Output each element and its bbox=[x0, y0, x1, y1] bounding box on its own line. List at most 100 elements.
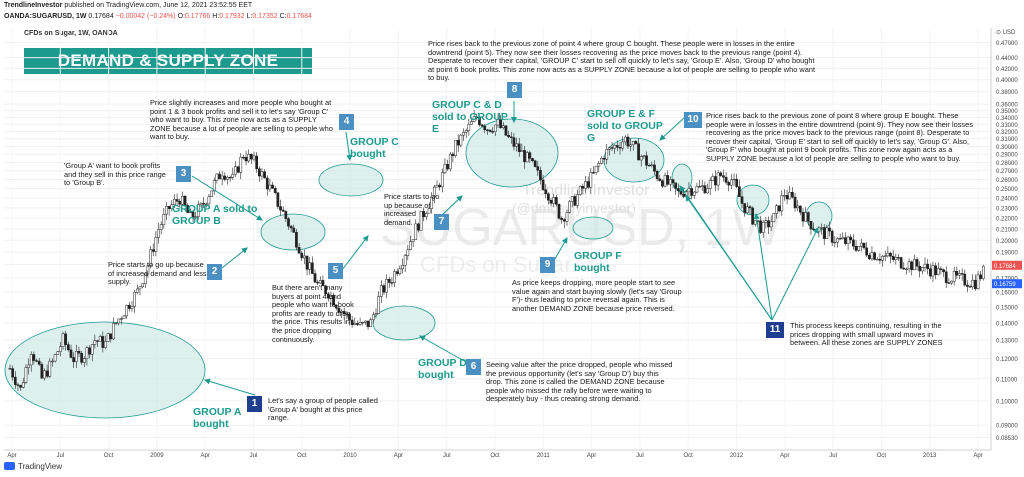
candle-body bbox=[406, 249, 410, 256]
candle-body bbox=[263, 171, 266, 179]
x-tick-label: 2010 bbox=[343, 453, 357, 459]
candle-body bbox=[159, 224, 163, 230]
candle-body bbox=[29, 354, 33, 366]
candle-body bbox=[297, 247, 301, 254]
candle-body bbox=[72, 357, 76, 363]
candle-body bbox=[403, 255, 407, 266]
candle-body bbox=[106, 333, 110, 342]
candle-body bbox=[146, 265, 150, 275]
arrow-head bbox=[561, 237, 568, 244]
y-tick-label: 0.32000 bbox=[996, 130, 1018, 136]
candle-body bbox=[944, 271, 948, 283]
chart-banner-title: DEMAND & SUPPLY ZONE EXPLAINED bbox=[24, 48, 312, 96]
candle-body bbox=[255, 155, 259, 170]
arrow-head bbox=[511, 116, 517, 124]
arrow-head bbox=[659, 134, 666, 141]
candle-body bbox=[981, 265, 985, 279]
candle-body bbox=[178, 200, 182, 205]
candle-body bbox=[631, 141, 635, 146]
candle-body bbox=[425, 212, 428, 218]
candle-body bbox=[210, 190, 213, 197]
candle-body bbox=[690, 188, 693, 196]
candle-body bbox=[117, 318, 121, 324]
candle-body bbox=[867, 254, 871, 260]
candle-body bbox=[13, 376, 17, 385]
candle-body bbox=[300, 252, 304, 259]
candle-body bbox=[90, 344, 94, 355]
candle-body bbox=[329, 294, 333, 299]
candle-body bbox=[793, 196, 797, 209]
candle-body bbox=[268, 184, 272, 190]
candle-body bbox=[27, 364, 30, 368]
candle-body bbox=[226, 176, 229, 180]
candle-body bbox=[822, 227, 826, 239]
candle-body bbox=[706, 188, 709, 194]
candle-body bbox=[430, 196, 434, 209]
candle-body bbox=[165, 206, 168, 215]
candle-body bbox=[608, 147, 611, 150]
candle-body bbox=[310, 262, 314, 274]
candle-body bbox=[528, 152, 532, 159]
candle-body bbox=[666, 175, 670, 185]
candle-body bbox=[361, 321, 365, 324]
candle-body bbox=[934, 265, 937, 275]
x-tick-label: Jul bbox=[829, 453, 837, 459]
y-tick-label: 0.47000 bbox=[996, 41, 1018, 47]
candle-body bbox=[472, 116, 476, 122]
candle-body bbox=[565, 212, 569, 222]
arrow-head bbox=[241, 247, 248, 254]
marker-10: 10 bbox=[684, 112, 702, 128]
candle-body bbox=[53, 354, 57, 362]
candle-body bbox=[610, 147, 614, 149]
candle-body bbox=[411, 239, 415, 242]
candle-body bbox=[844, 237, 847, 244]
candle-body bbox=[88, 347, 91, 355]
candle-body bbox=[785, 195, 789, 200]
candle-body bbox=[154, 237, 158, 252]
candle-body bbox=[35, 360, 38, 362]
candle-body bbox=[340, 310, 343, 313]
candle-body bbox=[676, 188, 680, 192]
candle-body bbox=[602, 158, 606, 160]
candle-body bbox=[923, 263, 927, 268]
candle-body bbox=[480, 124, 484, 127]
candle-body bbox=[74, 350, 78, 363]
candle-body bbox=[374, 313, 378, 316]
candle-body bbox=[478, 117, 481, 126]
watermark-main: Trendline Investor bbox=[522, 182, 650, 199]
candle-body bbox=[507, 135, 510, 138]
y-tick-label: 0.23000 bbox=[996, 206, 1018, 212]
candle-body bbox=[761, 222, 765, 233]
y-tick-label: 0.33000 bbox=[996, 123, 1018, 129]
candle-body bbox=[223, 175, 227, 180]
candle-body bbox=[427, 208, 431, 214]
candle-body bbox=[345, 313, 349, 315]
candle-body bbox=[181, 195, 184, 205]
candle-body bbox=[767, 220, 770, 228]
candle-body bbox=[499, 119, 503, 129]
y-tick-label: 0.08530 bbox=[996, 436, 1018, 442]
candle-body bbox=[913, 259, 916, 271]
candle-body bbox=[788, 192, 792, 200]
candle-body bbox=[257, 168, 261, 177]
candle-body bbox=[303, 255, 306, 259]
candle-body bbox=[279, 206, 282, 211]
candle-body bbox=[968, 286, 972, 288]
candle-body bbox=[825, 227, 829, 239]
candle-body bbox=[841, 237, 845, 239]
candle-body bbox=[647, 165, 651, 167]
watermark-handle: (@dmdsvlyinvestor) bbox=[512, 200, 636, 216]
candle-body bbox=[536, 166, 540, 171]
candle-body bbox=[45, 370, 49, 377]
candle-body bbox=[43, 370, 46, 379]
x-tick-label: Jul bbox=[636, 453, 644, 459]
zones bbox=[4, 118, 833, 419]
candle-body bbox=[634, 141, 638, 144]
candle-body bbox=[292, 227, 296, 233]
candle-body bbox=[791, 192, 794, 198]
candle-body bbox=[501, 125, 505, 129]
candle-body bbox=[231, 173, 235, 178]
candle-body bbox=[650, 164, 654, 166]
arrow-line bbox=[191, 175, 263, 221]
candle-body bbox=[539, 170, 542, 181]
